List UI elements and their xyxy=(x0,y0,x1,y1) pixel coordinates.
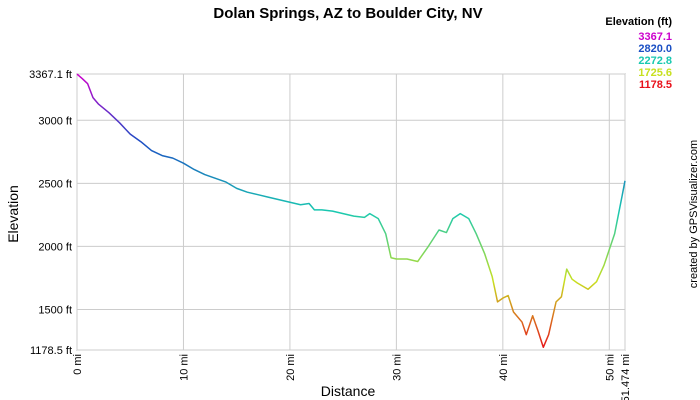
credit: created by GPSVisualizer.com xyxy=(688,140,700,288)
y-tick-label: 3000 ft xyxy=(38,115,72,127)
y-axis-title: Elevation xyxy=(5,185,21,243)
x-tick-label: 51.474 mi xyxy=(620,354,632,400)
elevation-line xyxy=(76,73,626,349)
x-tick-label: 0 mi xyxy=(72,354,84,375)
legend-entry: 1725.6 xyxy=(638,67,672,79)
legend-title: Elevation (ft) xyxy=(605,16,672,28)
legend-entry: 3367.1 xyxy=(638,31,672,43)
legend-entry: 2820.0 xyxy=(638,43,672,55)
chart-title: Dolan Springs, AZ to Boulder City, NV xyxy=(213,5,482,22)
x-tick-label: 20 mi xyxy=(285,354,297,381)
y-tick-label: 1500 ft xyxy=(38,304,72,316)
y-tick-label: 1178.5 ft xyxy=(30,345,72,357)
x-tick-label: 10 mi xyxy=(178,354,190,381)
y-tick-label: 2500 ft xyxy=(38,178,72,190)
y-tick-label: 3367.1 ft xyxy=(29,69,72,81)
legend-entry: 1178.5 xyxy=(639,79,672,91)
legend-entry: 2272.8 xyxy=(638,55,672,67)
y-tick-label: 2000 ft xyxy=(38,241,72,253)
x-tick-label: 50 mi xyxy=(604,354,616,381)
x-tick-label: 30 mi xyxy=(391,354,403,381)
plot-frame xyxy=(76,73,626,351)
x-axis-title: Distance xyxy=(321,383,376,399)
x-tick-label: 40 mi xyxy=(498,354,510,381)
